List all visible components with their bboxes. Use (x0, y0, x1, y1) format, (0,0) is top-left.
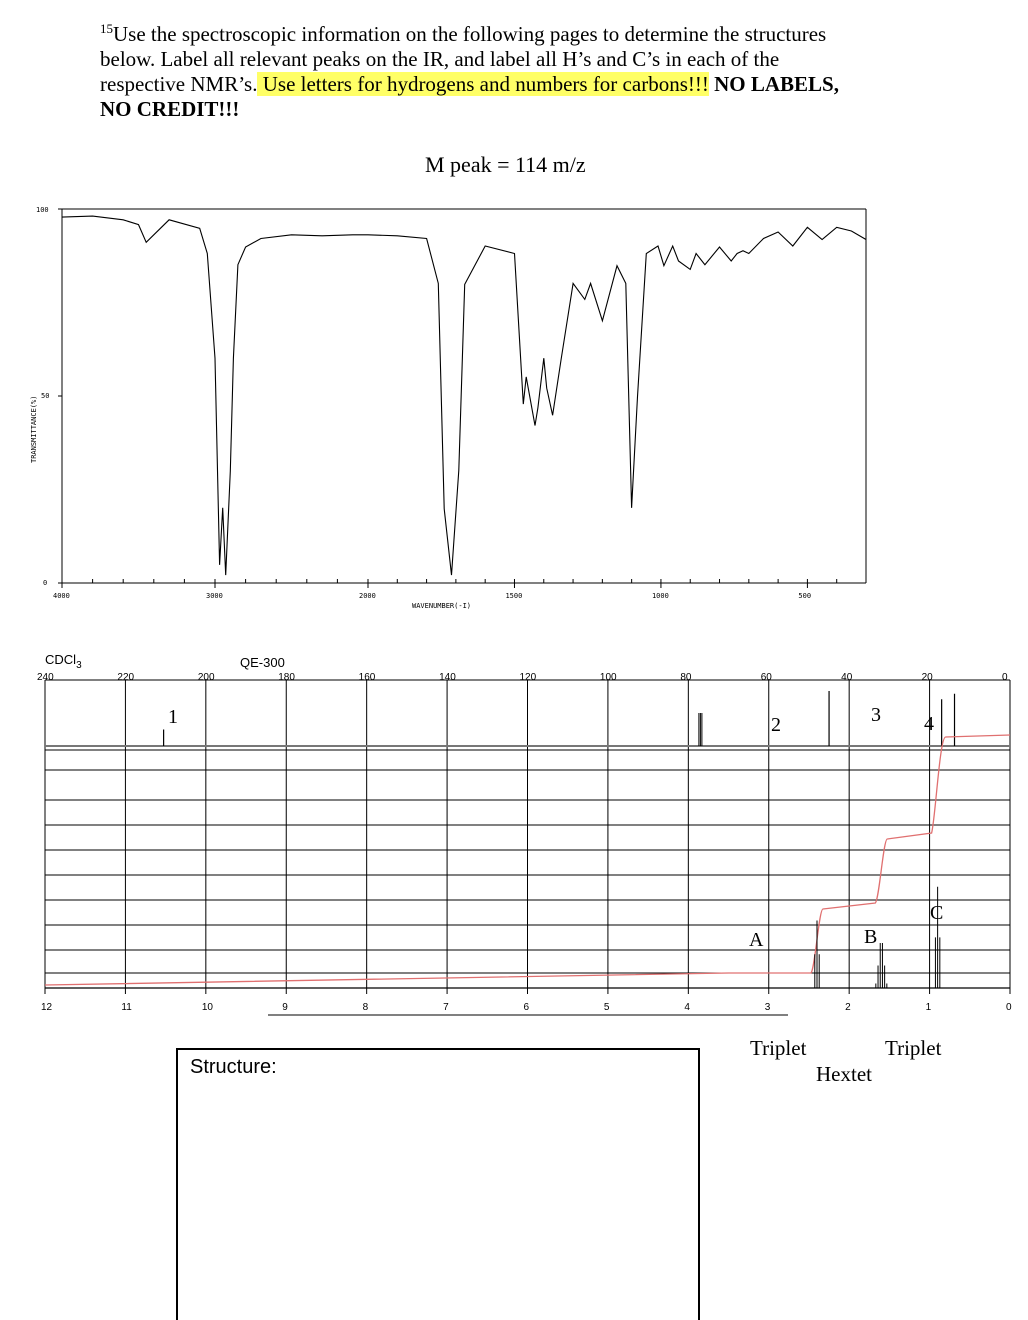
h1-label-b: B (864, 926, 877, 948)
c13-tick-label: 80 (680, 672, 692, 683)
instruction-line-2: below. Label all relevant peaks on the I… (100, 47, 780, 71)
multiplicity-hextet: Hextet (816, 1062, 872, 1086)
nmr-grid (44, 679, 1011, 988)
h1-tick-label: 10 (202, 1002, 214, 1013)
ir-xtick-label: 2000 (359, 592, 376, 600)
structure-label: Structure: (190, 1056, 277, 1078)
c13-tick-label: 0 (1002, 672, 1008, 683)
multiplicity-triplet-c: Triplet (885, 1036, 942, 1060)
ir-spectrum: 100 50 0 TRANSMITTANCE(%) 4000 3000 2000 15… (30, 206, 867, 610)
h1-tick-label: 3 (765, 1002, 771, 1013)
c13-instrument-label: QE-300 (240, 655, 285, 670)
c13-peaks (163, 691, 956, 746)
c13-tick-label: 240 (37, 672, 54, 683)
c13-tick-label: 40 (841, 672, 853, 683)
c13-label-2: 2 (771, 714, 781, 736)
c13-tick-label: 140 (439, 672, 456, 683)
h1-integral-curve (44, 734, 1011, 986)
footnote-superscript: 15 (100, 21, 113, 36)
c13-label-1: 1 (168, 706, 178, 728)
ir-ytick-100: 100 (36, 206, 49, 214)
h1-tick-label: 11 (121, 1002, 132, 1013)
c13-tick-label: 60 (761, 672, 773, 683)
ir-xtick-label: 500 (798, 592, 811, 600)
instruction-line-1: Use the spectroscopic information on the… (113, 22, 827, 46)
multiplicity-triplet-a: Triplet (750, 1036, 807, 1060)
h1-tick-label: 5 (604, 1002, 610, 1013)
ir-ytick-50: 50 (41, 392, 49, 400)
c13-label-3: 3 (871, 704, 881, 726)
h1-label-c: C (930, 902, 943, 924)
instruction-line-3: respective NMR’s. (100, 72, 258, 96)
ir-trace (61, 215, 867, 576)
ir-x-axis-label: WAVENUMBER(-I) (412, 602, 471, 610)
h1-tick-label: 12 (41, 1002, 53, 1013)
ir-axes (58, 208, 867, 584)
c13-tick-label: 180 (278, 672, 295, 683)
ir-x-ticks: 4000 3000 2000 1500 1000 500 (53, 579, 838, 600)
c13-tick-label: 200 (198, 672, 215, 683)
c13-tick-label: 100 (600, 672, 617, 683)
c13-tick-label: 220 (117, 672, 134, 683)
instructions-paragraph: 15Use the spectroscopic information on t… (100, 22, 930, 122)
nmr-spectra: CDCl3 QE-300 240 220 200 180 160 140 120 100 80 6… (37, 652, 1012, 1016)
ir-ytick-0: 0 (43, 579, 47, 587)
h1-label-a: A (749, 929, 764, 951)
h1-peaks (814, 886, 1011, 988)
h1-tick-label: 1 (926, 1002, 932, 1013)
c13-label-4: 4 (924, 713, 934, 735)
h1-axis: 12 11 10 9 8 7 6 5 4 3 2 1 0 (41, 988, 1012, 1013)
h1-tick-label: 2 (845, 1002, 851, 1013)
c13-tick-label: 20 (922, 672, 934, 683)
ir-xtick-label: 1000 (652, 592, 669, 600)
ir-y-axis-label: TRANSMITTANCE(%) (30, 396, 38, 463)
instruction-no-credit: NO CREDIT!!! (100, 97, 240, 121)
h1-tick-label: 0 (1006, 1002, 1012, 1013)
h1-tick-label: 7 (443, 1002, 449, 1013)
c13-solvent-label: CDCl3 (45, 652, 82, 671)
c13-axis: 240 220 200 180 160 140 120 100 80 60 40 20 0 (37, 672, 1008, 683)
structure-answer-box[interactable] (176, 1048, 700, 1320)
ir-xtick-label: 1500 (505, 592, 522, 600)
instruction-no-labels: NO LABELS, (708, 72, 839, 96)
h1-tick-label: 4 (684, 1002, 690, 1013)
ir-xtick-label: 4000 (53, 592, 70, 600)
ir-xtick-label: 3000 (206, 592, 223, 600)
h1-tick-label: 6 (524, 1002, 530, 1013)
instruction-highlight: Use letters for hydrogens and numbers fo… (257, 72, 709, 96)
h1-tick-label: 8 (363, 1002, 369, 1013)
c13-tick-label: 120 (520, 672, 537, 683)
m-peak-note: M peak = 114 m/z (425, 152, 586, 177)
c13-tick-label: 160 (359, 672, 376, 683)
h1-tick-label: 9 (282, 1002, 288, 1013)
